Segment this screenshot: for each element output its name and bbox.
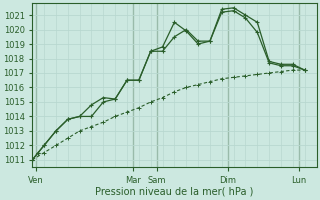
X-axis label: Pression niveau de la mer( hPa ): Pression niveau de la mer( hPa ): [95, 187, 253, 197]
